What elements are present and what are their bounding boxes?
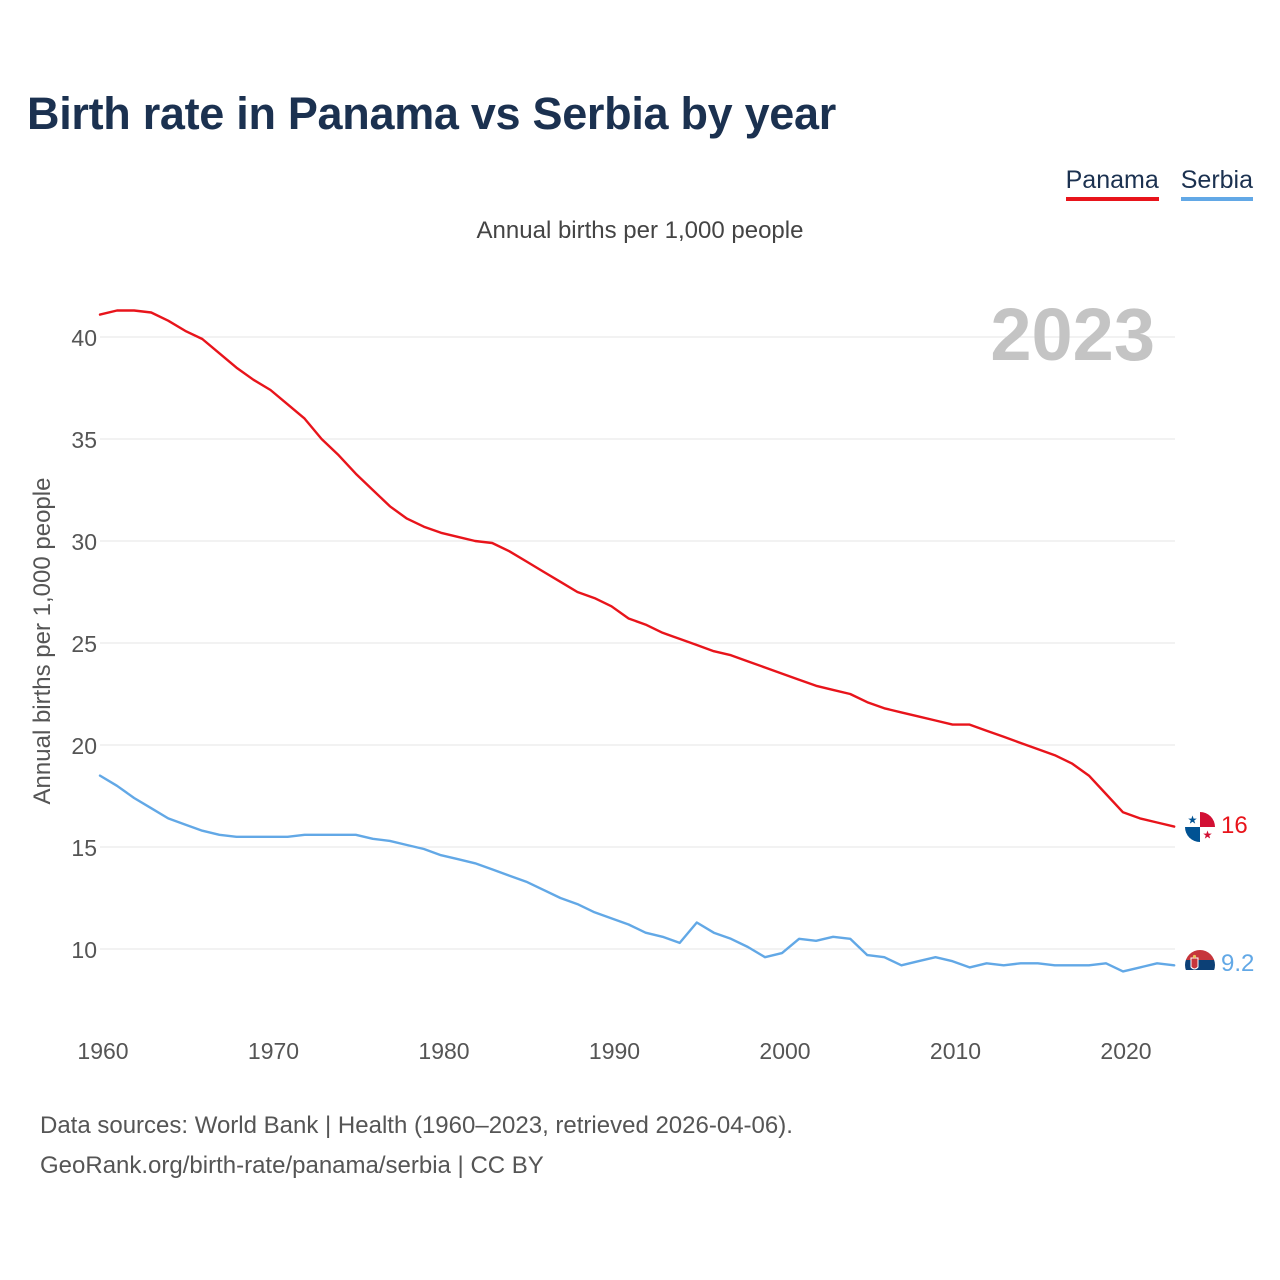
source-line-1: Data sources: World Bank | Health (1960–…: [40, 1112, 793, 1139]
grid-layer: [100, 336, 1175, 950]
y-tick-label-30: 30: [71, 529, 97, 555]
serbia-flag-icon: [1185, 950, 1215, 981]
y-axis-tick-labels: 10 15 20 25 30 35 40: [71, 325, 97, 963]
x-tick-label-1980: 1980: [418, 1038, 469, 1064]
series-line-panama[interactable]: [98, 309, 1176, 828]
chart-subtitle: Annual births per 1,000 people: [476, 217, 804, 244]
legend-item-panama[interactable]: Panama: [1065, 166, 1159, 201]
y-tick-label-25: 25: [71, 631, 97, 657]
x-tick-label-2020: 2020: [1100, 1038, 1151, 1064]
y-tick-label-35: 35: [71, 427, 97, 453]
series-line-serbia[interactable]: [98, 774, 1176, 973]
x-tick-label-1960: 1960: [77, 1038, 128, 1064]
source-line-2: GeoRank.org/birth-rate/panama/serbia | C…: [40, 1152, 544, 1179]
source-note: Data sources: World Bank | Health (1960–…: [40, 1106, 793, 1186]
y-tick-label-20: 20: [71, 733, 97, 759]
x-tick-label-2010: 2010: [930, 1038, 981, 1064]
y-tick-label-40: 40: [71, 325, 97, 351]
year-watermark: 2023: [990, 293, 1155, 376]
x-tick-label-2000: 2000: [759, 1038, 810, 1064]
y-tick-label-15: 15: [71, 835, 97, 861]
legend: Panama Serbia: [1065, 166, 1253, 201]
serbia-end-value-label: 9.2: [1221, 950, 1255, 978]
line-chart: 2023 10 15 20 25 30 35 40 1960 1970 1980 1990 2000…: [29, 293, 1176, 1064]
series-layer: [98, 309, 1176, 973]
legend-item-serbia[interactable]: Serbia: [1180, 166, 1253, 201]
y-axis-title: Annual births per 1,000 people: [29, 478, 56, 805]
x-tick-label-1990: 1990: [589, 1038, 640, 1064]
x-axis-tick-labels: 1960 1970 1980 1990 2000 2010 2020: [77, 1038, 1151, 1064]
y-tick-label-10: 10: [71, 937, 97, 963]
x-tick-label-1970: 1970: [248, 1038, 299, 1064]
chart-title: Birth rate in Panama vs Serbia by year: [27, 88, 836, 139]
panama-end-value-label: 16: [1221, 811, 1248, 839]
panama-flag-icon: [1185, 811, 1215, 842]
